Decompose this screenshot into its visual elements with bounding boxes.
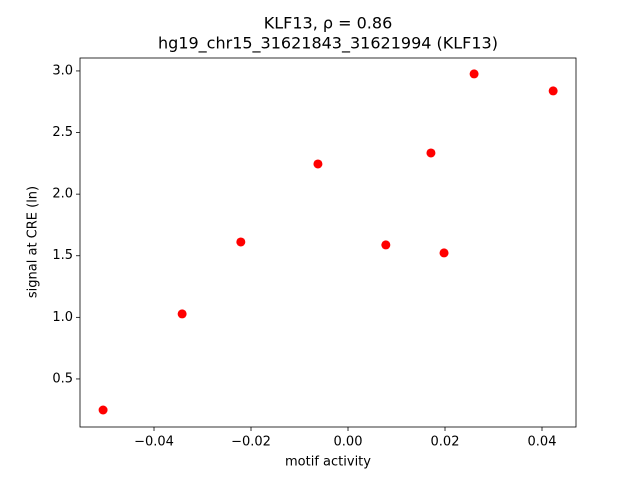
point [469,69,479,79]
point [177,309,187,319]
point [439,248,449,258]
point [426,148,436,158]
point [236,237,246,247]
x-tick-label: −0.02 [231,435,271,450]
x-tick-label: −0.04 [134,435,174,450]
point [548,86,558,96]
y-axis-label: signal at CRE (ln) [26,186,41,298]
x-tick-label: 0.00 [334,435,363,450]
y-tick-label: 1.0 [52,310,73,325]
y-tick-label: 1.5 [52,248,73,263]
x-tick-label: 0.02 [431,435,460,450]
chart-title: KLF13, ρ = 0.86 [264,14,393,33]
y-tick-label: 3.0 [52,63,73,78]
x-axis-label: motif activity [285,455,371,470]
point [98,405,108,415]
y-tick-label: 2.5 [52,125,73,140]
chart-subtitle: hg19_chr15_31621843_31621994 (KLF13) [158,34,498,54]
y-tick-label: 0.5 [52,371,73,386]
point [313,159,323,169]
y-tick-label: 2.0 [52,187,73,202]
x-tick-label: 0.04 [528,435,557,450]
point [381,240,391,250]
plot-frame [79,57,577,428]
